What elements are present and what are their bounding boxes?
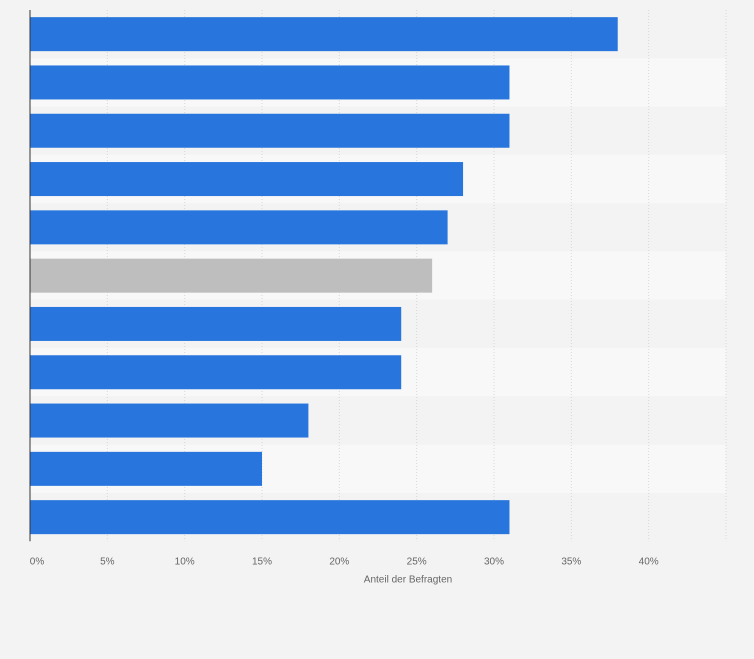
x-tick-label: 35%	[561, 556, 581, 567]
bar[interactable]	[30, 500, 510, 535]
bar[interactable]	[30, 113, 510, 148]
x-tick-labels: 0% 5% 10% 15% 20% 25% 30% 35% 40%	[30, 556, 659, 567]
x-tick-label: 40%	[639, 556, 659, 567]
x-tick-label: 20%	[329, 556, 349, 567]
bar[interactable]	[30, 65, 510, 100]
x-tick-label: 0%	[30, 556, 45, 567]
bars	[30, 17, 618, 535]
bar[interactable]	[30, 258, 433, 293]
bar[interactable]	[30, 306, 402, 341]
bar[interactable]	[30, 210, 448, 245]
bar[interactable]	[30, 403, 309, 438]
bar[interactable]	[30, 162, 464, 197]
x-tick-label: 25%	[407, 556, 427, 567]
x-axis-title: Anteil der Befragten	[364, 574, 452, 585]
bar[interactable]	[30, 355, 402, 390]
bar[interactable]	[30, 17, 618, 52]
x-tick-label: 5%	[100, 556, 115, 567]
x-tick-label: 10%	[175, 556, 195, 567]
x-tick-label: 30%	[484, 556, 504, 567]
x-tick-label: 15%	[252, 556, 272, 567]
bar[interactable]	[30, 451, 262, 486]
